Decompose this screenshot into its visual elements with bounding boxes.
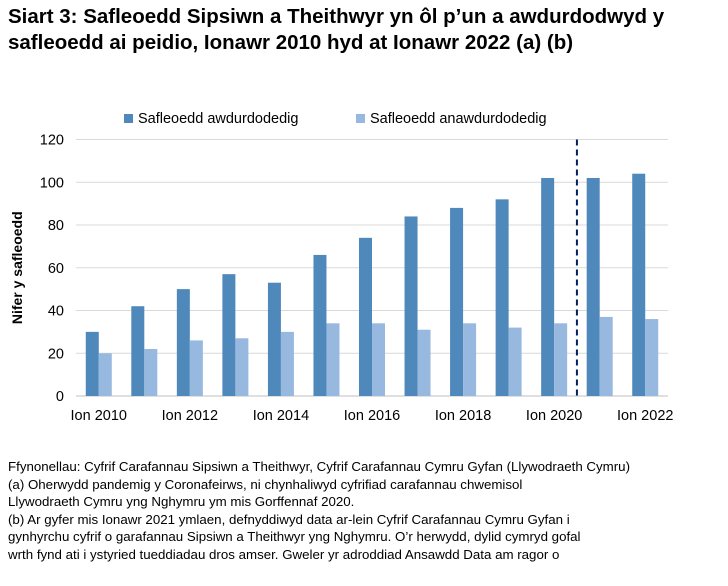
note-source: Ffynonellau: Cyfrif Carafannau Sipsiwn a… xyxy=(8,459,630,474)
x-tick-label: Ion 2022 xyxy=(617,408,673,424)
bar-unauthorised-2017 xyxy=(417,329,431,396)
note-a-cont: Llywodraeth Cymru yng Nghymru ym mis Gor… xyxy=(8,494,355,509)
bar-authorised-2018 xyxy=(450,207,464,396)
x-tick-label: Ion 2012 xyxy=(162,408,218,424)
x-tick-label: Ion 2020 xyxy=(526,408,582,424)
bar-unauthorised-2012 xyxy=(189,340,203,396)
bar-unauthorised-2015 xyxy=(326,323,340,396)
bar-unauthorised-2011 xyxy=(144,348,158,396)
note-b-cont: gynhyrchu cyfrif o garafannau Sipsiwn a … xyxy=(8,529,581,544)
y-tick-label: 40 xyxy=(48,304,64,320)
footnotes: Ffynonellau: Cyfrif Carafannau Sipsiwn a… xyxy=(8,458,728,563)
bar-authorised-2011 xyxy=(131,306,145,396)
bar-authorised-2019 xyxy=(495,199,509,396)
chart-title: Siart 3: Safleoedd Sipsiwn a Theithwyr y… xyxy=(8,5,665,54)
bar-authorised-2010 xyxy=(85,331,99,396)
bar-unauthorised-2016 xyxy=(372,323,385,396)
note-b: (b) Ar gyfer mis Ionawr 2021 ymlaen, def… xyxy=(8,511,570,527)
bar-unauthorised-2010 xyxy=(98,353,112,396)
bar-unauthorised-2013 xyxy=(235,338,249,396)
bar-authorised-2021 xyxy=(586,177,600,396)
x-tick-label: Ion 2018 xyxy=(435,408,491,424)
x-tick-label: Ion 2016 xyxy=(344,408,400,424)
y-tick-label: 0 xyxy=(56,389,64,405)
y-tick-label: 100 xyxy=(40,175,64,191)
bar-unauthorised-2019 xyxy=(508,327,522,396)
bar-unauthorised-2020 xyxy=(554,323,568,396)
bar-authorised-2016 xyxy=(359,237,372,396)
y-axis-label: Nifer y safleoedd xyxy=(9,211,25,324)
bar-authorised-2017 xyxy=(404,216,418,396)
y-tick-label: 80 xyxy=(48,218,64,234)
legend-label: Safleoedd anawdurdodedig xyxy=(370,111,547,127)
bar-authorised-2013 xyxy=(222,274,236,396)
y-tick-label: 60 xyxy=(48,261,64,277)
bar-authorised-2015 xyxy=(313,254,327,396)
bar-unauthorised-2021 xyxy=(599,316,613,396)
bar-unauthorised-2018 xyxy=(463,323,477,396)
bar-unauthorised-2022 xyxy=(645,319,659,396)
bar-authorised-2020 xyxy=(541,177,555,396)
bar-chart: 0 20 40 60 80 100 120 Ion 2010 Ion 2012 Ion 2014 I… xyxy=(9,111,673,424)
bar-unauthorised-2014 xyxy=(280,331,294,396)
bar-authorised-2014 xyxy=(267,282,281,396)
bar-authorised-2012 xyxy=(176,289,190,396)
legend-label: Safleoedd awdurdodedig xyxy=(138,111,298,127)
legend-swatch xyxy=(356,114,365,123)
x-tick-label: Ion 2010 xyxy=(71,408,127,424)
y-tick-label: 120 xyxy=(40,133,64,149)
note-a: (a) Oherwydd pandemig y Coronafeirws, ni… xyxy=(8,476,523,492)
legend-swatch xyxy=(124,114,133,123)
note-b-cont2: wrth fynd ati i ystyried tueddiadau dros… xyxy=(8,546,560,562)
y-tick-label: 20 xyxy=(48,346,64,362)
x-tick-label: Ion 2014 xyxy=(253,408,309,424)
bar-authorised-2022 xyxy=(632,173,646,396)
